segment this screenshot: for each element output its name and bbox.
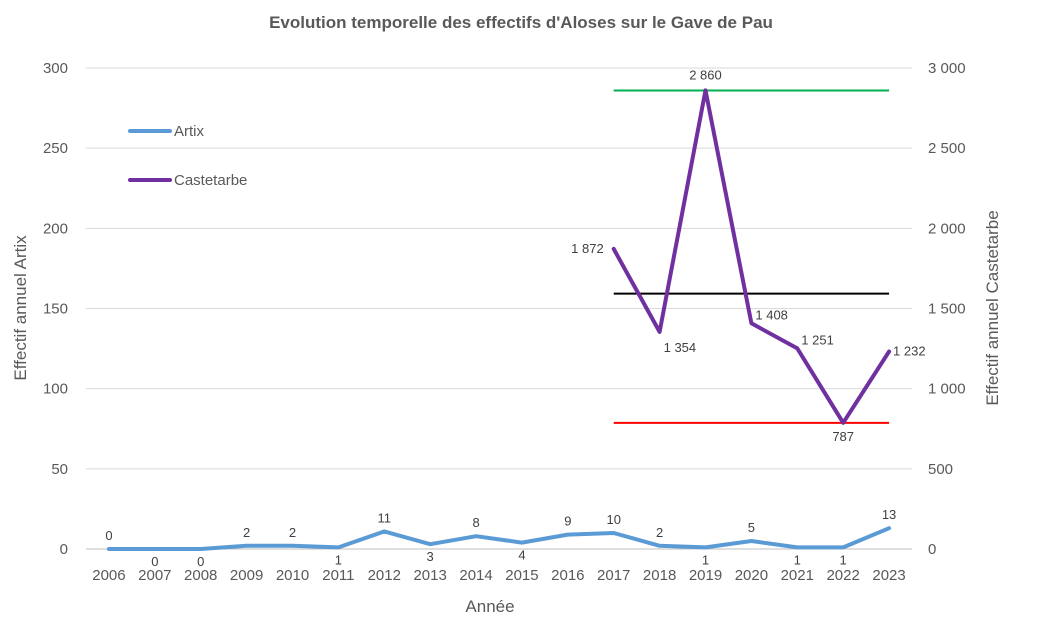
data-label-castetarbe: 787 <box>832 429 854 444</box>
left-tick-label: 100 <box>43 381 68 398</box>
series-line-artix <box>106 526 892 551</box>
x-tick-label: 2021 <box>781 567 814 584</box>
data-label-artix: 0 <box>105 528 112 543</box>
x-tick-label: 2013 <box>413 567 446 584</box>
x-tick-label: 2016 <box>551 567 584 584</box>
left-tick-label: 50 <box>51 461 68 478</box>
data-label-castetarbe: 1 872 <box>571 241 604 256</box>
x-tick-label: 2017 <box>597 567 630 584</box>
x-tick-label: 2023 <box>872 567 905 584</box>
x-tick-label: 2018 <box>643 567 676 584</box>
left-tick-label: 200 <box>43 220 68 237</box>
data-label-artix: 4 <box>518 548 525 563</box>
right-axis-title: Effectif annuel Castetarbe <box>983 210 1002 405</box>
x-tick-label: 2006 <box>92 567 125 584</box>
data-label-artix: 1 <box>702 552 709 567</box>
right-tick-label: 1 000 <box>928 381 966 398</box>
right-tick-label: 1 500 <box>928 301 966 318</box>
data-label-artix: 2 <box>289 525 296 540</box>
left-tick-label: 150 <box>43 301 68 318</box>
right-tick-label: 0 <box>928 541 936 558</box>
data-label-artix: 9 <box>564 514 571 529</box>
right-tick-label: 2 000 <box>928 220 966 237</box>
x-tick-label: 2020 <box>735 567 768 584</box>
x-tick-label: 2019 <box>689 567 722 584</box>
data-label-artix: 1 <box>335 552 342 567</box>
data-label-artix: 1 <box>794 552 801 567</box>
data-label-artix: 8 <box>472 515 479 530</box>
left-axis: 0 50 100 150 200 250 300 <box>43 60 68 558</box>
x-tick-label: 2012 <box>368 567 401 584</box>
legend-label-castetarbe: Castetarbe <box>174 172 247 189</box>
x-tick-label: 2009 <box>230 567 263 584</box>
chart-title: Evolution temporelle des effectifs d'Alo… <box>269 13 773 32</box>
data-label-artix: 2 <box>656 525 663 540</box>
x-tick-label: 2010 <box>276 567 309 584</box>
x-tick-label: 2014 <box>459 567 492 584</box>
data-label-castetarbe: 1 354 <box>664 340 697 355</box>
left-tick-label: 0 <box>60 541 68 558</box>
data-label-castetarbe: 1 232 <box>893 343 926 358</box>
series-line-castetarbe <box>611 88 892 425</box>
x-tick-label: 2011 <box>322 567 354 584</box>
data-label-artix: 5 <box>748 520 755 535</box>
reference-lines <box>613 89 890 424</box>
data-label-artix: 0 <box>151 554 158 569</box>
legend-label-artix: Artix <box>174 123 205 140</box>
x-tick-label: 2022 <box>826 567 859 584</box>
series-lines <box>106 88 892 551</box>
right-tick-label: 2 500 <box>928 140 966 157</box>
data-label-castetarbe: 2 860 <box>689 67 722 82</box>
data-label-artix: 11 <box>378 510 392 525</box>
x-tick-label: 2015 <box>505 567 538 584</box>
right-tick-label: 500 <box>928 461 953 478</box>
left-tick-label: 250 <box>43 140 68 157</box>
left-axis-title: Effectif annuel Artix <box>11 235 30 381</box>
legend: Artix Castetarbe <box>128 123 247 189</box>
x-tick-label: 2007 <box>138 567 171 584</box>
gridlines <box>86 67 912 550</box>
x-tick-label: 2008 <box>184 567 217 584</box>
data-label-artix: 10 <box>606 512 620 527</box>
data-label-artix: 0 <box>197 554 204 569</box>
data-label-artix: 2 <box>243 525 250 540</box>
right-axis: 0 500 1 000 1 500 2 000 2 500 3 000 <box>928 60 966 558</box>
data-label-castetarbe: 1 251 <box>801 332 834 347</box>
left-tick-label: 300 <box>43 60 68 77</box>
data-label-castetarbe: 1 408 <box>755 307 788 322</box>
data-label-artix: 13 <box>882 507 896 522</box>
right-tick-label: 3 000 <box>928 60 966 77</box>
x-axis-title: Année <box>465 597 514 616</box>
data-label-artix: 3 <box>427 549 434 564</box>
data-label-artix: 1 <box>840 552 847 567</box>
x-axis: 2006 2007 2008 2009 2010 2011 2012 2013 2014 2015… <box>92 567 905 584</box>
